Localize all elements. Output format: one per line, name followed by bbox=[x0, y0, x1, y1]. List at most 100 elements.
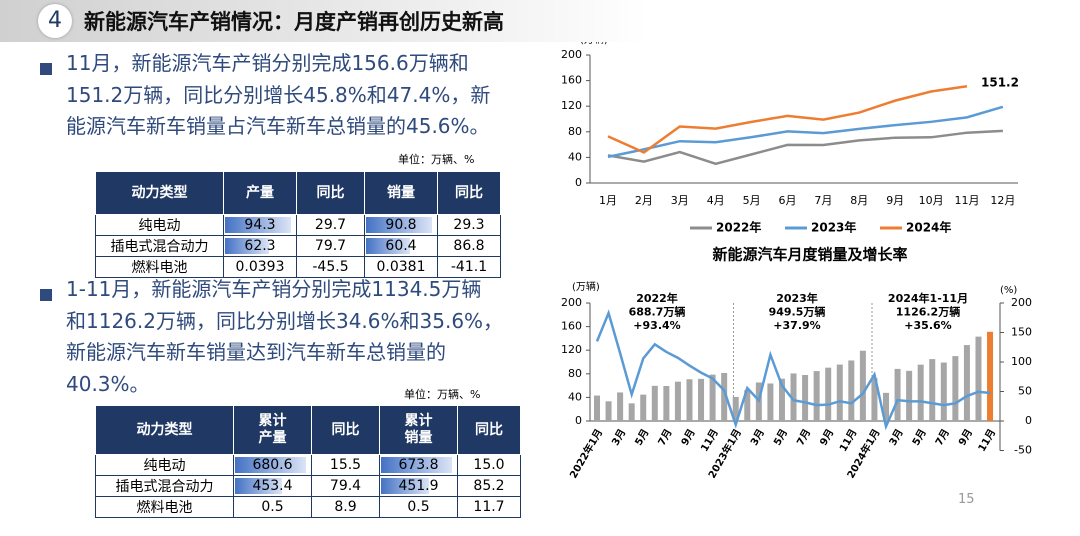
data-bar bbox=[381, 457, 452, 473]
cell-text: 79.4 bbox=[329, 478, 362, 494]
x-tick-label: 12月 bbox=[990, 194, 1015, 207]
x-tick-label: 7月 bbox=[933, 427, 952, 448]
y2-tick-label: 50 bbox=[1018, 385, 1032, 398]
cell-text: 453.4 bbox=[252, 478, 293, 494]
legend-label: 2022年 bbox=[716, 220, 761, 235]
y-tick-label: 0 bbox=[575, 176, 582, 189]
bar bbox=[894, 368, 901, 421]
table-unit: 单位：万辆、% bbox=[398, 153, 475, 166]
x-tick-label: 9月 bbox=[886, 194, 904, 207]
header-cell: 累计 产量 bbox=[233, 405, 312, 455]
cell: 0.5 bbox=[379, 496, 458, 518]
x-tick-label: 2月 bbox=[635, 194, 653, 207]
cell-text: 94.3 bbox=[244, 217, 276, 233]
data-bar bbox=[235, 457, 306, 473]
banner bbox=[0, 0, 1080, 42]
bar bbox=[952, 356, 959, 421]
bar bbox=[651, 385, 658, 421]
bar bbox=[813, 371, 820, 421]
data-table: 动力类型 产量 同比 销量 同比 纯电动 94.3 29.7 90.8 29.3 插电式混合动力 62… bbox=[95, 171, 501, 278]
bar bbox=[721, 372, 728, 421]
series-line bbox=[595, 309, 991, 431]
row: 插电式混合动力 453.4 79.4 451.9 85.2 bbox=[95, 475, 521, 497]
section-number: 4 bbox=[38, 4, 72, 38]
header-cell: 同比 bbox=[296, 171, 365, 215]
y2-axis-label: (%) bbox=[1000, 285, 1017, 296]
header-cell: 同比 bbox=[311, 405, 380, 455]
cell: -45.5 bbox=[296, 256, 365, 278]
y-tick-label: 200 bbox=[561, 48, 582, 61]
series-line bbox=[607, 129, 1003, 166]
cell-text: 29.7 bbox=[314, 217, 347, 233]
x-tick-label: 5月 bbox=[743, 194, 761, 207]
cell-text: 纯电动 bbox=[138, 218, 181, 234]
cell: 29.7 bbox=[296, 214, 365, 236]
y-tick-label: 120 bbox=[561, 99, 582, 112]
chart-title: 新能源汽车月度销量及增长率 bbox=[712, 246, 907, 264]
cell-text: 15.5 bbox=[329, 457, 362, 473]
bullet-line: 151.2万辆，同比分别增长45.8%和47.4%，新 bbox=[66, 82, 491, 107]
cell-text: 85.2 bbox=[473, 478, 505, 494]
cell: 纯电动 bbox=[95, 454, 234, 476]
x-tick-label: 8月 bbox=[850, 194, 868, 207]
x-tick-label: 11月 bbox=[955, 194, 980, 207]
data-bar bbox=[366, 217, 432, 233]
annotation: +37.9% bbox=[773, 319, 820, 332]
y-tick-label: 160 bbox=[561, 74, 582, 87]
row: 纯电动 94.3 29.7 90.8 29.3 bbox=[95, 214, 501, 236]
cell-text: 86.8 bbox=[453, 238, 485, 254]
cell: 94.3 bbox=[223, 214, 297, 236]
cell: 451.9 bbox=[379, 475, 458, 497]
x-tick-label: 3月 bbox=[671, 194, 689, 207]
x-tick-label: 5月 bbox=[771, 427, 790, 448]
annotation: 949.5万辆 bbox=[769, 305, 826, 319]
data-bar bbox=[225, 217, 291, 233]
cell: 15.0 bbox=[457, 454, 521, 476]
x-tick-label: 10月 bbox=[919, 194, 944, 207]
x-tick-label: 4月 bbox=[707, 194, 725, 207]
bar bbox=[859, 350, 866, 421]
cell-text: -41.1 bbox=[450, 259, 488, 275]
bar bbox=[987, 331, 994, 421]
y-tick-label: 40 bbox=[568, 390, 582, 403]
bullet-line: 和1126.2万辆，同比分别增长34.6%和35.6%， bbox=[66, 308, 504, 333]
cell-text: 燃料电池 bbox=[131, 260, 188, 276]
bar bbox=[975, 336, 982, 421]
x-tick-label: 5月 bbox=[633, 427, 652, 448]
bar bbox=[802, 374, 809, 421]
bar bbox=[732, 396, 739, 421]
cell: 11.7 bbox=[457, 496, 521, 518]
cell-text: 60.4 bbox=[385, 238, 417, 254]
annotation: +93.4% bbox=[633, 319, 680, 332]
bar bbox=[617, 392, 624, 421]
row: 燃料电池 0.5 8.9 0.5 11.7 bbox=[95, 496, 521, 518]
cell-text: 29.3 bbox=[453, 217, 485, 233]
header-cell: 动力类型 bbox=[95, 405, 234, 455]
cell: 0.0393 bbox=[223, 256, 297, 278]
y2-tick-label: 100 bbox=[1011, 355, 1032, 368]
data-bar bbox=[235, 478, 283, 494]
cell-text: 0.5 bbox=[261, 499, 284, 515]
annotation: +35.6% bbox=[904, 319, 951, 332]
cell: 62.3 bbox=[223, 235, 297, 257]
cell: 插电式混合动力 bbox=[95, 475, 234, 497]
bar bbox=[848, 360, 855, 421]
cell: 0.0381 bbox=[364, 256, 438, 278]
bar bbox=[686, 379, 693, 421]
bullet-line: 40.3%。 bbox=[66, 371, 150, 396]
y-axis-label: (万辆) bbox=[572, 280, 600, 293]
series-line bbox=[607, 105, 1004, 159]
x-tick-label: 11月 bbox=[837, 427, 859, 454]
cell: 79.7 bbox=[296, 235, 365, 257]
bar bbox=[640, 394, 647, 421]
x-tick-label: 7月 bbox=[794, 427, 813, 448]
row: 插电式混合动力 62.3 79.7 60.4 86.8 bbox=[95, 235, 501, 257]
cell-text: 62.3 bbox=[244, 238, 276, 254]
y2-tick-label: -50 bbox=[1014, 444, 1032, 457]
header-cell: 累计 销量 bbox=[379, 405, 458, 455]
bullet-line: 能源汽车新车销量占汽车新车总销量的45.6%。 bbox=[66, 114, 490, 138]
cell: 0.5 bbox=[233, 496, 312, 518]
data-bar bbox=[225, 238, 269, 254]
bar bbox=[929, 359, 936, 421]
